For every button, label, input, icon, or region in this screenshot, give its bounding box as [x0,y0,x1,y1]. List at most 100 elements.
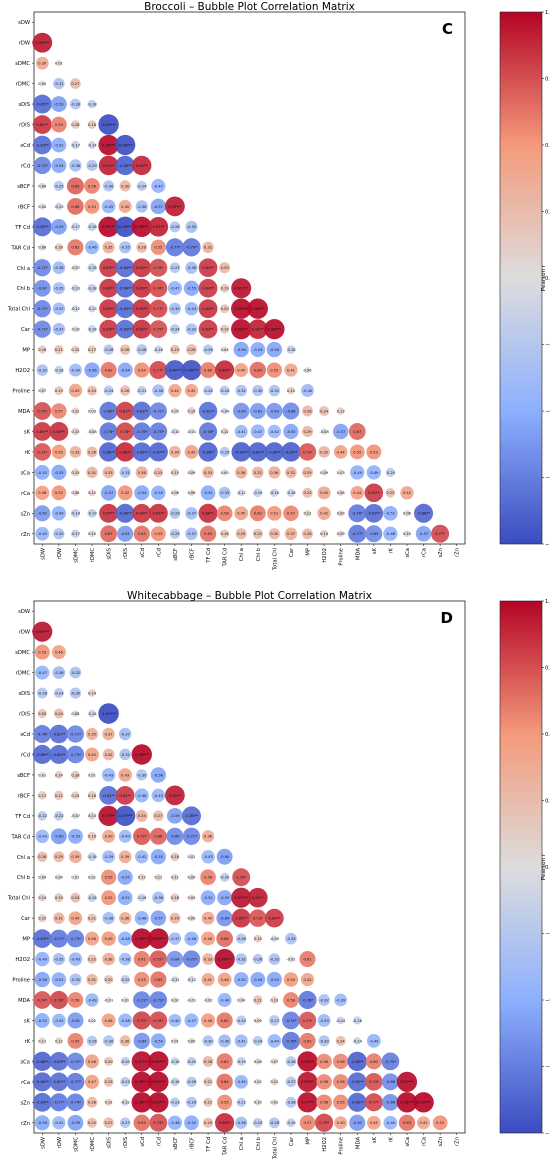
bubble-value-label: -0.84** [36,1101,49,1105]
bubble-value-label: 0.93*** [168,205,182,209]
bubble-value-label: 0.85** [235,917,247,921]
bubble-mark [34,644,50,660]
x-tick-label: Chl a [239,1137,245,1150]
bubble-mark [101,1013,116,1028]
bubble-mark [49,421,69,441]
bubble-value-label: 0.48 [204,1019,213,1023]
bubble-mark [184,1115,199,1131]
bubble-value-label: 0.88** [219,368,231,372]
bubble-value-label: 0.86** [202,512,214,516]
bubble-value-label: 0.98*** [251,307,265,311]
bubble-value-label: 0.83** [269,917,281,921]
bubble-mark [34,505,51,522]
bubble-mark [39,771,46,779]
bubble-mark [134,485,150,501]
bubble-value-label: 0.21 [204,1080,212,1084]
bubble-mark [271,1099,278,1106]
bubble-mark [186,1056,197,1066]
bubble-mark [32,217,52,237]
bubble-value-label: -0.89** [251,450,264,454]
bubble-mark [396,1092,418,1113]
bubble-mark [132,278,152,298]
bubble-mark [67,1033,84,1049]
bubble-value-label: 0.33 [105,471,113,475]
bubble-value-label: -0.36 [187,266,197,270]
bubble-mark [32,422,52,441]
bubble-mark [219,262,231,274]
bubble-mark [100,525,118,543]
bubble-value-label: -0.69 [369,532,379,536]
bubble-value-label: 0.61 [138,957,146,961]
bubble-value-label: -0.55 [286,430,295,434]
bubble-mark [268,466,281,479]
bubble-mark [50,218,67,235]
bubble-mark [51,1013,66,1028]
bubble-mark [247,887,268,908]
bubble-mark [52,666,66,679]
bubble-value-label: 0.11 [154,876,162,880]
y-tick-label: sDIS [18,691,30,697]
bubble-mark [118,768,132,782]
x-tick-label: H2O2 [322,1137,328,1152]
bubble-mark [115,299,135,319]
bubble-mark [35,951,50,967]
bubble-mark [169,324,180,335]
bubble-value-label: 0.08 [38,246,47,250]
bubble-mark [115,503,135,523]
bubble-mark [383,1115,398,1130]
bubble-value-label: -0.18 [87,266,97,270]
bubble-value-label: 0.12 [55,1039,63,1043]
bubble-value-label: 0.30 [121,1039,130,1043]
chart-title: Whitecabbage – Bubble Plot Correlation M… [127,590,372,602]
bubble-value-label: -0.66 [386,1101,396,1105]
bubble-mark [50,116,67,133]
bubble-mark [383,505,398,521]
bubble-mark [168,383,182,398]
y-tick-label: rDW [19,630,30,636]
bubble-value-label: -0.98*** [118,143,133,147]
bubble-mark [51,506,67,521]
bubble-mark [149,320,168,339]
bubble-mark [118,931,133,946]
bubble-value-label: 0.76* [153,1019,163,1023]
bubble-value-label: -0.23 [121,1080,130,1084]
bubble-mark [169,507,181,519]
bubble-value-label: -0.17 [71,143,80,147]
bubble-mark [283,423,299,440]
bubble-mark [85,1054,99,1069]
bubble-value-label: 0.29 [304,430,313,434]
bubble-mark [204,996,212,1004]
bubble-mark [34,464,50,480]
bubble-mark [115,401,135,421]
bubble-value-label: 0.30 [121,184,130,188]
bubble-value-label: 0.84** [136,266,148,270]
y-tick-label: rBCF [18,204,30,210]
bubble-mark [337,469,344,476]
bubble-mark [70,892,81,903]
bubble-value-label: 0.04 [38,205,47,209]
bubble-value-label: -0.40 [220,1039,230,1043]
bubble-value-label: -0.35 [71,978,80,982]
bubble-value-label: -0.57 [154,205,163,209]
bubble-value-label: 0.52 [55,491,63,495]
bubble-mark [335,1035,346,1046]
bubble-mark [268,384,281,397]
bubble-value-label: -0.75* [153,430,164,434]
y-tick-label: TAR Cd [11,834,30,840]
bubble-mark [121,1098,129,1106]
bubble-value-label: -0.48 [386,532,396,536]
bubble-value-label: 0.52 [105,896,113,900]
bubble-value-label: -0.73* [153,998,164,1002]
bubble-value-label: 0.36 [204,835,213,839]
bubble-mark [84,1074,100,1089]
bubble-mark [88,530,96,538]
bubble-value-label: 0.19 [221,287,230,291]
x-tick-label: sK [372,1136,378,1143]
bubble-value-label: -0.20 [121,978,131,982]
bubble-mark [132,319,152,339]
bubble-mark [299,1032,316,1050]
bubble-value-label: -0.31 [121,471,130,475]
bubble-value-label: -0.16 [87,328,97,332]
bubble-value-label: -0.52 [203,896,212,900]
